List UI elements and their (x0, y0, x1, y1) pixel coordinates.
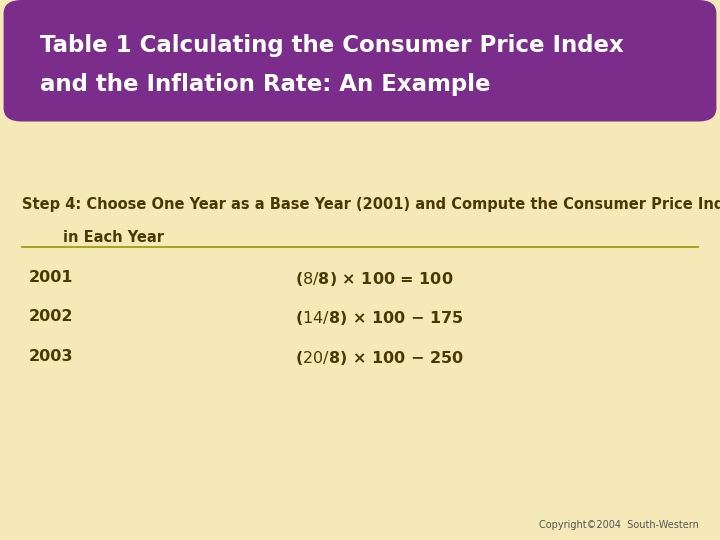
Text: in Each Year: in Each Year (22, 230, 163, 245)
Text: 2002: 2002 (29, 309, 73, 325)
Text: 2001: 2001 (29, 270, 73, 285)
Text: ($8/$8) × 100 = 100: ($8/$8) × 100 = 100 (295, 270, 454, 288)
Text: 2003: 2003 (29, 349, 73, 364)
Text: Table 1 Calculating the Consumer Price Index: Table 1 Calculating the Consumer Price I… (40, 34, 624, 57)
Text: Copyright©2004  South-Western: Copyright©2004 South-Western (539, 520, 698, 530)
Text: ($14/$8) × 100 − 175: ($14/$8) × 100 − 175 (295, 309, 464, 327)
Text: Step 4: Choose One Year as a Base Year (2001) and Compute the Consumer Price Ind: Step 4: Choose One Year as a Base Year (… (22, 197, 720, 212)
Text: and the Inflation Rate: An Example: and the Inflation Rate: An Example (40, 73, 490, 96)
Text: ($20/$8) × 100 − 250: ($20/$8) × 100 − 250 (295, 349, 464, 367)
FancyBboxPatch shape (4, 0, 716, 122)
